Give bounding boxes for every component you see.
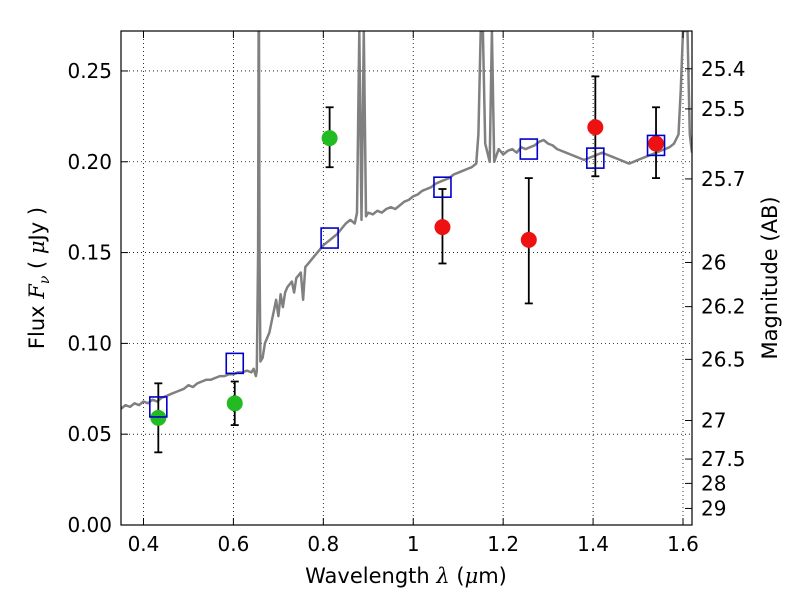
model-square (225, 352, 245, 375)
x-axis-label: Wavelength λ (μm) (305, 564, 507, 588)
y-tick-label: 0.05 (67, 422, 112, 446)
x-axis-unit-mu: μ (465, 564, 479, 588)
y-tick-label: 0.15 (67, 241, 112, 265)
data-point (226, 395, 243, 412)
model-layer (149, 134, 666, 418)
data-point (150, 409, 167, 426)
data-point (434, 219, 451, 236)
y-tick-label: 0.20 (67, 150, 112, 174)
y-tick-label: 0.00 (67, 513, 112, 537)
data-point (520, 231, 537, 248)
y2-axis-label: Magnitude (AB) (758, 196, 782, 359)
plot-frame (120, 30, 693, 526)
y-axis-units: ( (25, 254, 49, 276)
model-square (149, 396, 168, 418)
y2-tick-label: 25.5 (701, 97, 746, 121)
model-square (646, 134, 666, 157)
y-axis-symbol: F (25, 283, 49, 300)
y2-tick-label: 28 (701, 471, 726, 495)
x-tick-label: 1 (407, 532, 420, 556)
y-axis-unit-mu: μ (25, 240, 49, 254)
y2-tick-label: 29 (701, 496, 726, 520)
y-axis-label: Flux Fν ( μJy ) (25, 207, 53, 349)
y-axis-units-close: Jy ) (25, 207, 49, 243)
y2-tick-label: 26 (701, 250, 726, 274)
x-axis-units-close: m) (478, 564, 507, 588)
ticks (121, 31, 692, 526)
x-axis-units-open: ( (450, 564, 465, 588)
x-axis-symbol: λ (435, 564, 449, 588)
y-tick-label: 0.10 (67, 331, 112, 355)
x-tick-label: 1.4 (577, 532, 609, 556)
y2-tick-label: 26.5 (701, 347, 746, 371)
spectrum-layer (121, 31, 692, 410)
y2-tick-label: 27.5 (701, 447, 746, 471)
data-point (648, 135, 665, 152)
y2-tick-label: 25.7 (701, 167, 746, 191)
model-square (320, 227, 339, 249)
marker-layer (150, 119, 665, 426)
y2-tick-label: 26.2 (701, 295, 746, 319)
errorbar-layer (154, 75, 661, 454)
y2-tick-label: 27 (701, 408, 726, 432)
x-tick-label: 0.8 (307, 532, 339, 556)
x-tick-label: 0.6 (217, 532, 249, 556)
spectrum-line (121, 31, 692, 410)
y2-tick-label: 25.4 (701, 57, 746, 81)
model-square (519, 138, 539, 160)
data-point (321, 130, 338, 147)
y-axis-label-prefix: Flux (25, 299, 49, 349)
x-tick-label: 0.4 (128, 532, 160, 556)
grid (121, 31, 692, 526)
x-tick-label: 1.2 (487, 532, 519, 556)
data-point (587, 119, 604, 136)
x-tick-label: 1.6 (667, 532, 699, 556)
y-axis-subscript: ν (37, 275, 53, 284)
x-axis-label-prefix: Wavelength (305, 564, 436, 588)
model-square (586, 147, 605, 169)
tick-labels: 0.4 0.6 0.8 1 1.2 1.4 1.6 0.00 0.05 0.10 0.15 0.20 0… (67, 57, 745, 556)
model-square (433, 176, 452, 198)
y-tick-label: 0.25 (67, 59, 112, 83)
